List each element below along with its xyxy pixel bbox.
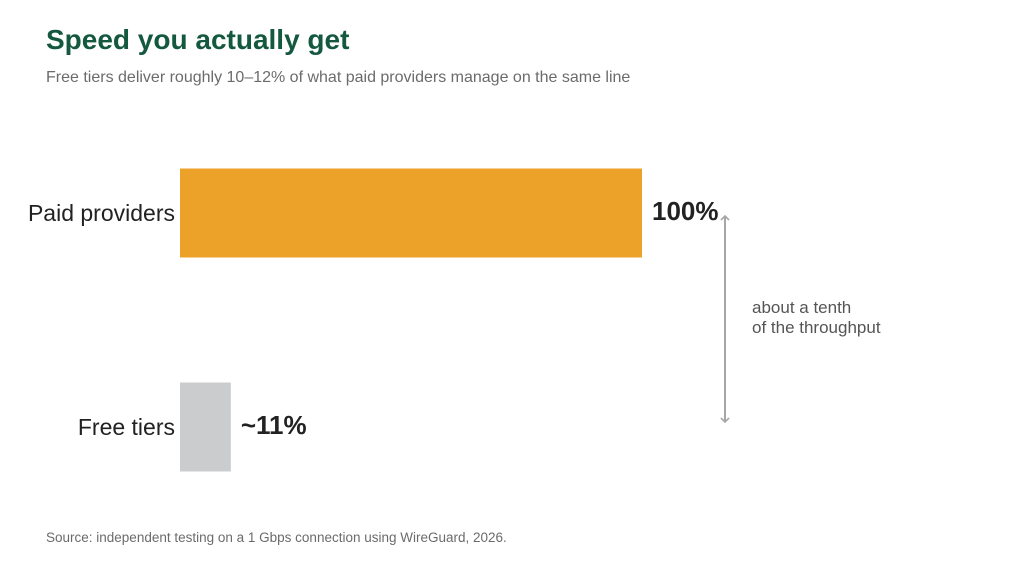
annotation-line-1: about a tenth <box>752 298 852 317</box>
bar-free-tiers <box>180 382 231 472</box>
category-label-paid-providers: Paid providers <box>28 200 175 226</box>
annotation-line-2: of the throughput <box>752 318 881 337</box>
bar-paid-providers <box>180 168 642 258</box>
value-label-free-tiers: ~11% <box>241 410 307 440</box>
source-note: Source: independent testing on a 1 Gbps … <box>46 530 507 545</box>
value-label-paid-providers: 100% <box>652 196 719 226</box>
chart-subtitle: Free tiers deliver roughly 10–12% of wha… <box>46 69 631 86</box>
gap-annotation: about a tenth of the throughput <box>752 298 881 338</box>
category-label-free-tiers: Free tiers <box>78 414 175 440</box>
chart-title: Speed you actually get <box>46 24 350 55</box>
